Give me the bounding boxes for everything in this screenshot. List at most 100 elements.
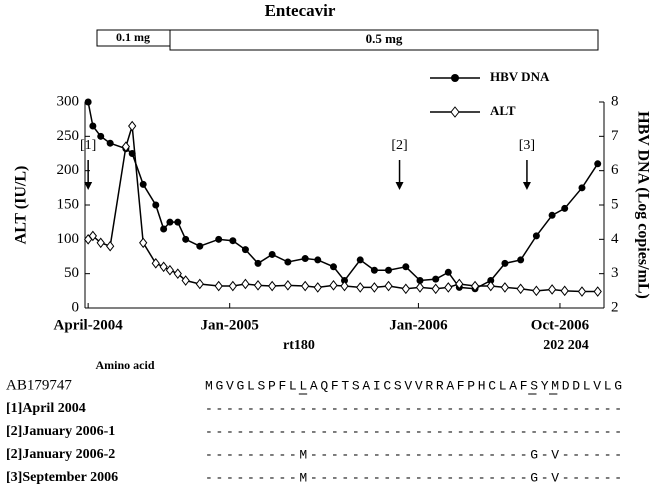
data-point <box>241 278 250 290</box>
data-point <box>284 258 292 266</box>
y-tick-label: 50 <box>64 265 79 281</box>
dose-label: 0.5 mg <box>366 31 403 46</box>
data-point <box>229 237 237 245</box>
data-point <box>517 256 525 264</box>
data-point <box>121 141 131 152</box>
data-point <box>593 286 602 297</box>
y2-tick-label: 5 <box>611 196 619 212</box>
data-point <box>106 240 115 252</box>
y2-tick-label: 2 <box>611 299 619 315</box>
data-point <box>560 285 569 297</box>
data-point <box>301 280 310 292</box>
data-point <box>159 261 168 273</box>
annotation-arrowhead <box>522 182 531 190</box>
data-point <box>106 139 114 147</box>
dose-label: 0.1 mg <box>116 30 150 44</box>
data-point <box>516 283 525 295</box>
y-tick-label: 150 <box>57 196 80 212</box>
sequence: ---------------------------------------- <box>205 401 622 416</box>
alignment-header: Amino acid <box>95 358 154 372</box>
x-tick-label: April-2004 <box>54 317 124 333</box>
series-line <box>87 101 599 290</box>
data-point <box>84 98 92 106</box>
legend-label: ALT <box>490 103 516 118</box>
position-label: 202 204 <box>543 338 589 353</box>
sequence: ---------------------------------------- <box>205 424 622 439</box>
data-point <box>340 280 349 292</box>
data-point <box>432 275 440 283</box>
annotation: [3] <box>519 138 535 153</box>
data-point <box>139 180 147 188</box>
data-point <box>152 201 160 209</box>
data-point <box>329 280 338 291</box>
legend-marker <box>450 106 460 118</box>
data-point <box>370 282 379 293</box>
data-point <box>301 255 309 263</box>
data-point <box>370 266 378 274</box>
data-point <box>416 277 424 285</box>
data-point <box>314 256 322 264</box>
annotation: [1] <box>80 138 96 153</box>
data-point <box>401 283 410 295</box>
y-tick-label: 100 <box>57 231 80 247</box>
data-point <box>341 277 348 285</box>
data-point <box>548 211 556 219</box>
data-point <box>151 258 160 269</box>
data-point <box>268 250 276 258</box>
annotation-arrowhead <box>84 182 93 190</box>
sequence: ---------M---------------------G-V------ <box>205 470 622 485</box>
data-point <box>195 278 204 290</box>
sequence: MGVGLSPFLLAQFTSAICSVVRRAFPHCLAFSYMDDLVLG <box>205 378 622 393</box>
data-point <box>166 218 174 226</box>
data-point <box>165 264 175 276</box>
data-point <box>253 280 263 291</box>
data-point <box>501 259 509 267</box>
data-point <box>89 122 97 130</box>
data-point <box>228 280 237 292</box>
row-name: [3]September 2006 <box>6 470 118 485</box>
data-point <box>578 184 586 192</box>
legend-marker <box>451 74 459 82</box>
data-point <box>215 235 223 243</box>
data-point <box>415 282 425 293</box>
annotation: [2] <box>391 138 407 153</box>
legend-label: HBV DNA <box>490 69 550 84</box>
data-point <box>444 268 452 276</box>
data-point <box>329 263 337 271</box>
data-point <box>160 225 168 233</box>
data-point <box>500 282 510 293</box>
y-tick-label: 250 <box>57 128 80 144</box>
data-point <box>356 256 364 264</box>
data-point <box>532 285 541 297</box>
y-tick-label: 300 <box>57 93 80 109</box>
data-point <box>182 235 190 243</box>
y2-tick-label: 4 <box>611 231 619 247</box>
x-tick-label: Jan-2006 <box>389 317 448 333</box>
y2-tick-label: 7 <box>611 128 619 144</box>
data-point <box>139 237 148 249</box>
x-tick-label: Jan-2005 <box>201 317 259 333</box>
data-point <box>594 160 602 168</box>
y-tick-label: 200 <box>57 162 80 178</box>
data-point <box>486 280 495 292</box>
dose-box <box>169 29 599 51</box>
y2-tick-label: 3 <box>611 265 619 281</box>
data-point <box>97 132 105 140</box>
x-tick-label: Oct-2006 <box>531 317 590 333</box>
annotation-arrowhead <box>395 182 404 190</box>
data-point <box>356 282 365 293</box>
data-point <box>384 280 393 292</box>
data-point <box>577 286 587 297</box>
data-point <box>385 266 393 274</box>
treatment-title: Entecavir <box>265 1 336 20</box>
data-point <box>181 275 190 286</box>
data-point <box>241 246 249 254</box>
data-point <box>455 278 464 290</box>
data-point <box>196 242 204 250</box>
data-point <box>547 284 557 295</box>
y-tick-label: 0 <box>72 299 80 315</box>
y2-axis-label: HBV DNA (Log copies/mL) <box>634 111 651 299</box>
data-point <box>174 218 182 226</box>
data-point <box>561 204 569 212</box>
